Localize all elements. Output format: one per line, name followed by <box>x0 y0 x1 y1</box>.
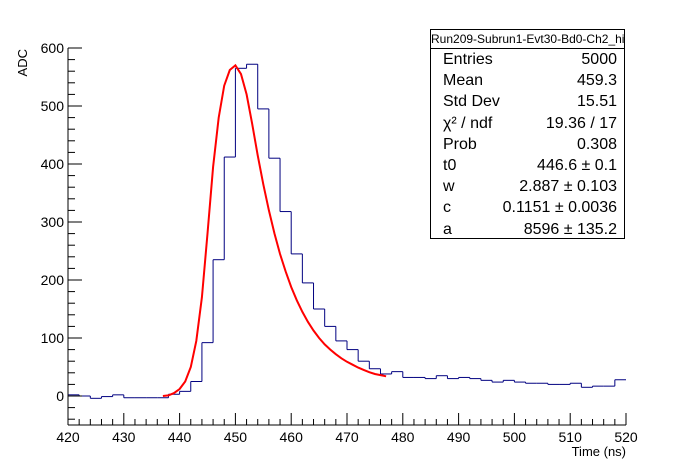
stats-value: 5000 <box>581 51 617 68</box>
y-tick-label: 100 <box>41 330 65 346</box>
histogram <box>68 63 626 399</box>
stats-title: Run209-Subrun1-Evt30-Bd0-Ch2_hist <box>431 30 624 49</box>
y-tick-label: 500 <box>41 98 65 114</box>
y-axis-title: ADC <box>15 49 30 76</box>
stats-value: 446.6 ± 0.1 <box>537 156 617 174</box>
x-tick-label: 470 <box>335 429 359 445</box>
y-tick-label: 300 <box>41 214 65 230</box>
x-tick-label: 420 <box>56 429 80 445</box>
y-tick-label: 0 <box>56 388 64 404</box>
stats-row: Entries 5000 <box>431 49 624 70</box>
stats-row: a 8596 ± 135.2 <box>431 219 624 240</box>
stats-row: t0 446.6 ± 0.1 <box>431 155 624 176</box>
x-axis-title: Time (ns) <box>572 444 626 459</box>
stats-row: Std Dev 15.51 <box>431 91 624 112</box>
x-tick-label: 480 <box>391 429 415 445</box>
fit-curve <box>162 63 387 397</box>
stats-value: 2.887 ± 0.103 <box>519 178 617 196</box>
stats-value: 0.1151 ± 0.0036 <box>502 199 617 217</box>
stats-row: χ² / ndf 19.36 / 17 <box>431 113 624 134</box>
stats-label: a <box>443 220 452 238</box>
x-tick-label: 520 <box>614 429 638 445</box>
stats-value: 459.3 <box>576 72 617 90</box>
stats-value: 15.51 <box>576 93 617 111</box>
fit-line <box>162 63 387 397</box>
stats-label: Std Dev <box>443 93 500 111</box>
stats-label: w <box>443 178 455 196</box>
x-tick-label: 450 <box>224 429 248 445</box>
stats-row: c 0.1151 ± 0.0036 <box>431 197 624 218</box>
stats-label: Entries <box>443 51 493 68</box>
x-tick-label: 430 <box>112 429 136 445</box>
x-tick-label: 500 <box>503 429 527 445</box>
x-tick-label: 460 <box>280 429 304 445</box>
stats-label: c <box>443 199 451 217</box>
stats-value: 0.308 <box>576 135 617 153</box>
stats-label: χ² / ndf <box>443 114 493 132</box>
y-tick-label: 400 <box>41 156 65 172</box>
stats-row: w 2.887 ± 0.103 <box>431 176 624 197</box>
x-tick-label: 490 <box>447 429 471 445</box>
x-tick-label: 440 <box>168 429 192 445</box>
stats-row: Mean 459.3 <box>431 70 624 91</box>
stats-label: Mean <box>443 72 484 90</box>
y-tick-label: 600 <box>41 40 65 56</box>
y-tick-label: 200 <box>41 272 65 288</box>
stats-label: t0 <box>443 156 457 174</box>
stats-row: Prob 0.308 <box>431 134 624 155</box>
stats-value: 19.36 / 17 <box>545 114 617 132</box>
stats-value: 8596 ± 135.2 <box>523 220 617 238</box>
stats-box: Run209-Subrun1-Evt30-Bd0-Ch2_hist Entrie… <box>430 29 625 239</box>
stats-label: Prob <box>443 135 477 153</box>
axes: 420 430 440 450 460 470 480 490 500 510 520 0 100 200… <box>41 40 638 445</box>
x-tick-label: 510 <box>559 429 583 445</box>
